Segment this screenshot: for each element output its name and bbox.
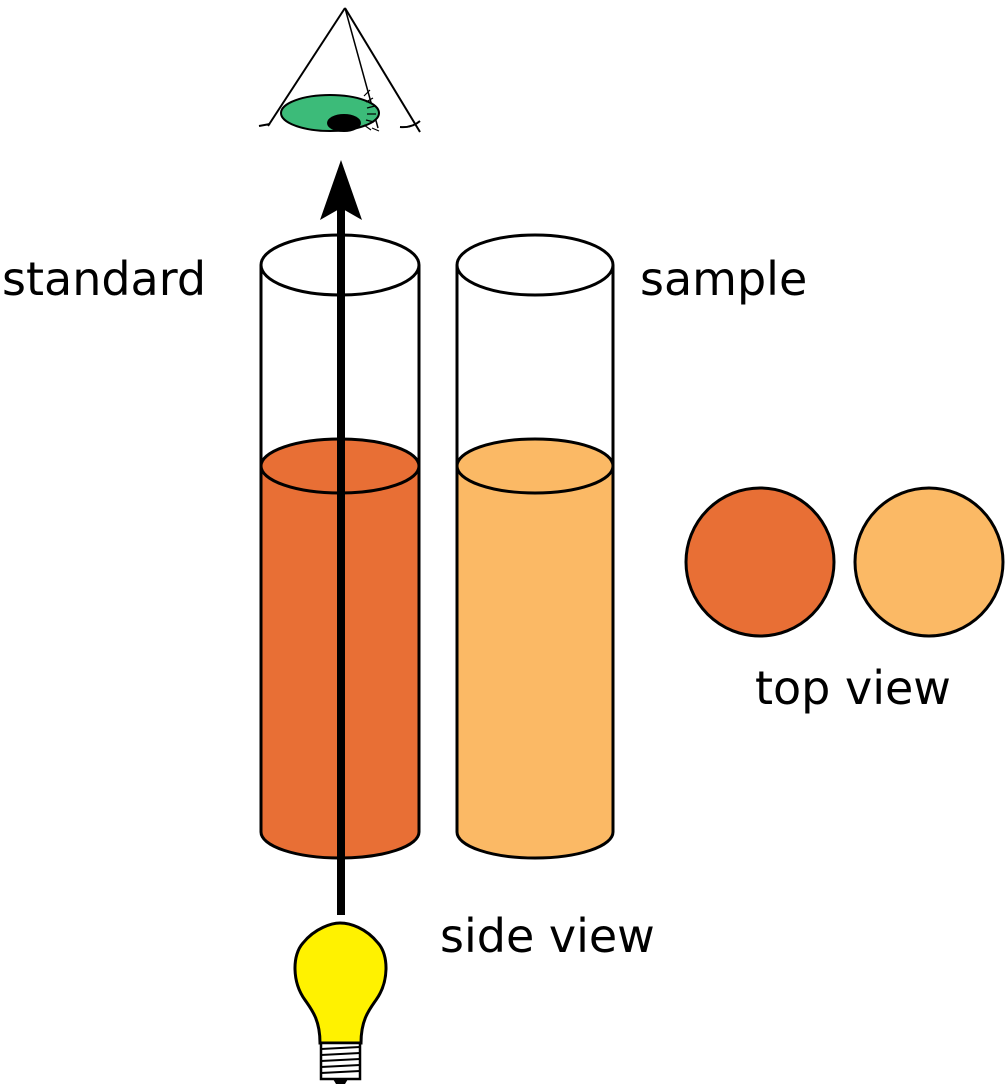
eyelash-marks [363, 89, 380, 132]
standard-label: standard [2, 252, 207, 306]
light-bulb-icon [293, 921, 388, 1084]
top-view-label: top view [755, 661, 951, 715]
light-path-arrow [320, 160, 362, 915]
eye-pupil [327, 114, 361, 132]
sample-top-view-circle [853, 486, 1005, 638]
eye-icon [258, 7, 421, 133]
standard-top-view-circle [684, 486, 836, 638]
bulb-glass [293, 921, 388, 1045]
bulb-base [319, 1041, 362, 1084]
sample-tube [455, 233, 615, 860]
side-view-label: side view [440, 909, 655, 963]
sample-liquid-surface [455, 437, 615, 495]
arrow-head [320, 160, 362, 220]
top-view-circles [684, 486, 1005, 638]
sample-liquid [455, 464, 615, 860]
sample-label: sample [640, 252, 808, 306]
sample-tube-rim [455, 233, 615, 297]
